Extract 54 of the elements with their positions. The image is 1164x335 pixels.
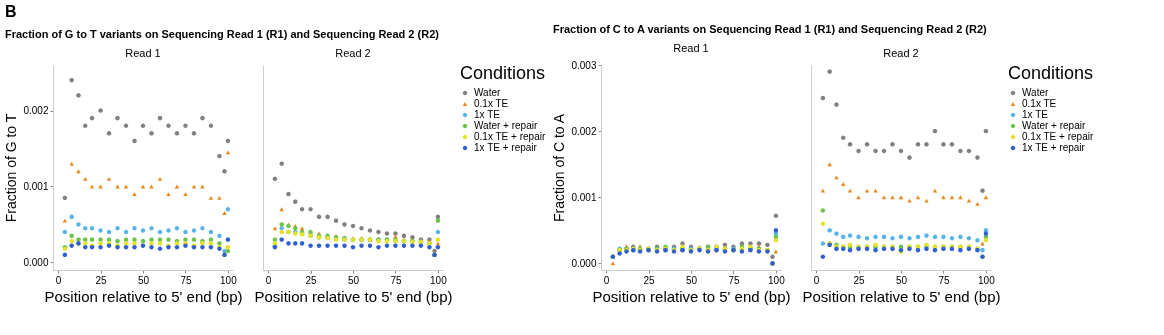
x-tick-label: 75 [728, 274, 740, 286]
x-axis-title: Position relative to 5' end (bp) [592, 287, 791, 305]
chart-subtitle: Read 2 [883, 47, 919, 59]
legend-label: Water + repair [474, 120, 538, 131]
legend-label: 0.1x TE + repair [1022, 131, 1094, 142]
x-tick-label: 25 [853, 274, 866, 286]
x-tick-label: 25 [305, 274, 318, 286]
x-tick-label: 100 [220, 274, 238, 286]
y-tick-label: 0.000 [23, 256, 49, 268]
x-tick-label: 50 [347, 274, 360, 286]
chart-subtitle: Read 2 [335, 47, 371, 59]
y-tick-label: 0.002 [571, 125, 597, 137]
x-tick-label: 50 [137, 274, 150, 286]
legend-label: Water + repair [1022, 120, 1086, 131]
x-axis-title: Position relative to 5' end (bp) [802, 287, 1001, 305]
y-axis-title: Fraction of C to A [551, 113, 568, 223]
chart-subtitle: Read 1 [673, 42, 709, 54]
y-tick-label: 0.001 [23, 180, 49, 192]
x-tick-label: 100 [978, 274, 996, 286]
y-axis-title: Fraction of G to T [3, 113, 20, 223]
text: B [4, 3, 17, 20]
y-tick-label: 0.001 [571, 191, 597, 203]
x-tick-label: 25 [95, 274, 108, 286]
legend-label: Water [1022, 87, 1049, 98]
legend-label: 1x TE [1022, 109, 1049, 120]
x-tick-label: 50 [685, 274, 698, 286]
chart-title: Fraction of G to T variants on Sequencing Read 1 (R1) and Sequencing Read 2 (R2) [4, 28, 440, 40]
legend-label: 0.1x TE + repair [474, 131, 546, 142]
x-tick-label: 25 [643, 274, 656, 286]
x-tick-label: 0 [265, 274, 272, 286]
x-tick-label: 0 [55, 274, 62, 286]
x-axis-title: Position relative to 5' end (bp) [44, 287, 243, 305]
x-tick-label: 100 [430, 274, 448, 286]
legend-label: Water [474, 87, 501, 98]
x-tick-label: 0 [603, 274, 610, 286]
x-tick-label: 75 [938, 274, 950, 286]
x-tick-label: 75 [390, 274, 402, 286]
y-tick-label: 0.000 [571, 257, 597, 269]
x-tick-label: 100 [768, 274, 786, 286]
legend-label: 1x TE [474, 109, 501, 120]
legend-label: 0.1x TE [474, 98, 509, 109]
x-tick-label: 75 [180, 274, 192, 286]
legend-label: 0.1x TE [1022, 98, 1057, 109]
x-tick-label: 0 [813, 274, 820, 286]
chart-subtitle: Read 1 [125, 47, 161, 59]
chart-title: Fraction of C to A variants on Sequencing Read 1 (R1) and Sequencing Read 2 (R2) [552, 23, 988, 35]
legend-title: Conditions [460, 63, 546, 83]
y-tick-label: 0.003 [571, 59, 597, 71]
legend-title: Conditions [1008, 63, 1094, 83]
legend-label: 1x TE + repair [1022, 142, 1086, 153]
x-axis-title: Position relative to 5' end (bp) [254, 287, 453, 305]
x-tick-label: 50 [895, 274, 908, 286]
legend-label: 1x TE + repair [474, 142, 538, 153]
y-tick-label: 0.002 [23, 105, 49, 117]
